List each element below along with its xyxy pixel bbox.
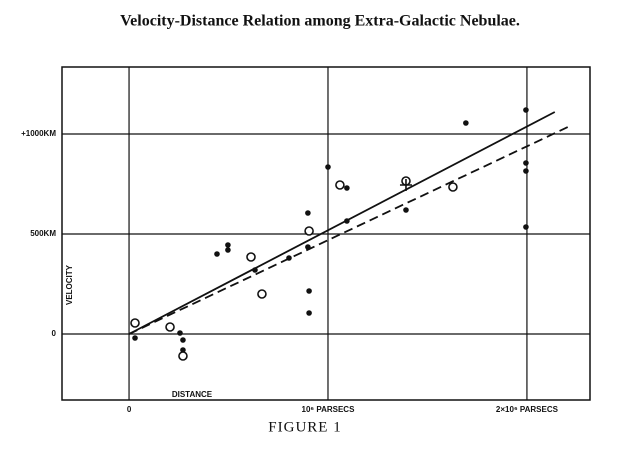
point <box>305 244 311 250</box>
fit-line <box>128 126 569 335</box>
point <box>523 160 529 166</box>
point <box>177 330 183 336</box>
point <box>214 251 220 257</box>
x-tick-label: 2×10⁶ PARSECS <box>496 405 559 414</box>
point <box>252 267 258 273</box>
point <box>403 207 409 213</box>
point <box>178 351 188 361</box>
point <box>132 335 138 341</box>
point <box>180 337 186 343</box>
fit-line <box>128 111 556 335</box>
x-tick-label: 0 <box>127 405 132 414</box>
point <box>523 224 529 230</box>
point <box>463 120 469 126</box>
chart-title: Velocity-Distance Relation among Extra-G… <box>120 13 520 30</box>
point <box>335 180 345 190</box>
y-tick-label: 500KM <box>30 229 56 238</box>
y-axis-label: VELOCITY <box>65 264 74 305</box>
x-axis-label: DISTANCE <box>172 390 213 399</box>
point <box>246 252 256 262</box>
point <box>448 182 458 192</box>
x-tick-label: 10⁶ PARSECS <box>302 405 356 414</box>
point <box>304 226 314 236</box>
point <box>399 179 412 191</box>
point <box>306 288 312 294</box>
point <box>286 255 292 261</box>
point <box>325 164 331 170</box>
point <box>225 247 231 253</box>
point <box>225 242 231 248</box>
point <box>130 318 140 328</box>
point <box>344 185 350 191</box>
point <box>523 107 529 113</box>
y-tick-label: +1000KM <box>21 129 56 138</box>
point <box>165 322 175 332</box>
y-tick-label: 0 <box>52 329 57 338</box>
point <box>344 218 350 224</box>
point <box>306 310 312 316</box>
point <box>180 347 186 353</box>
point <box>257 289 267 299</box>
point <box>523 168 529 174</box>
caption: FIGURE 1 <box>268 419 341 435</box>
point <box>305 210 311 216</box>
